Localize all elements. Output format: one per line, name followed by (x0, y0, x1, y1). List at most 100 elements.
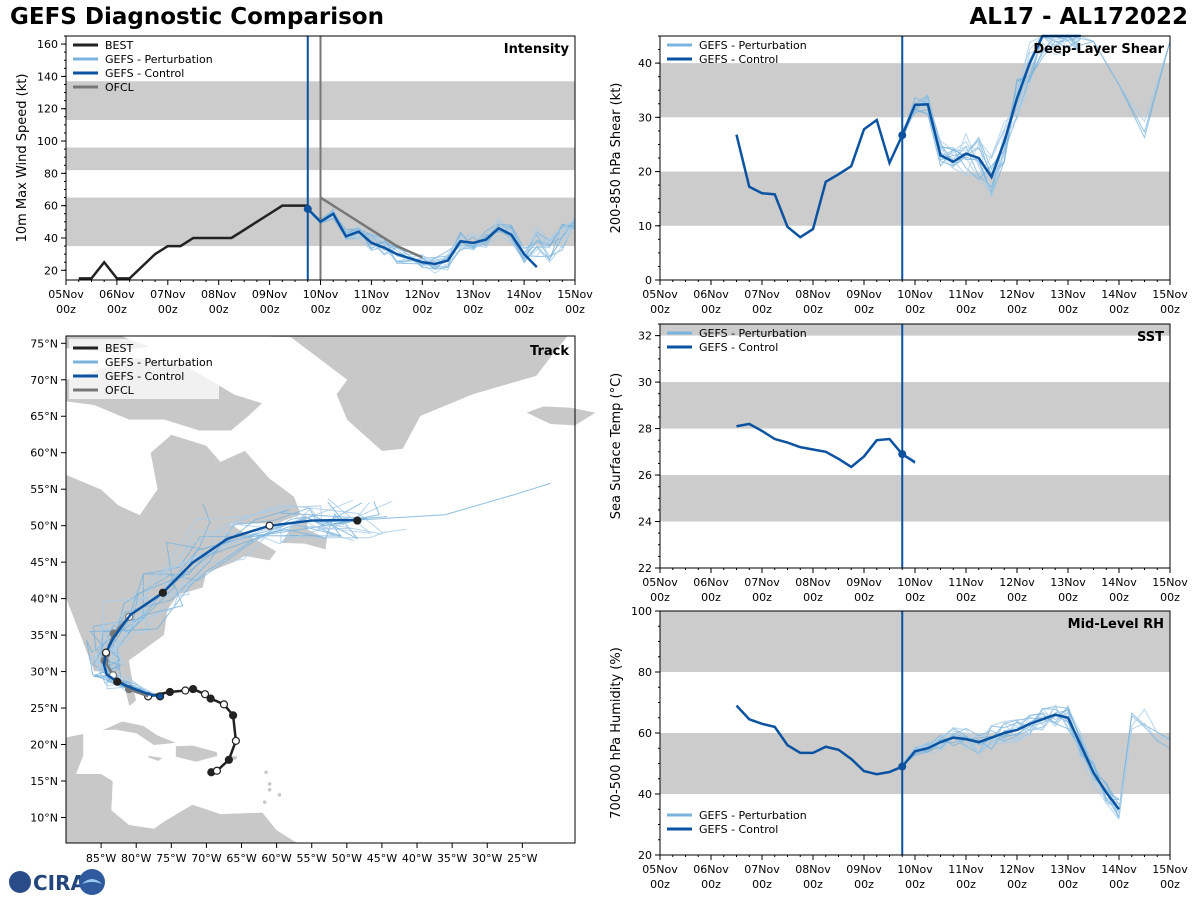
intensity-legend-entry: GEFS - Perturbation (105, 53, 213, 66)
track-point (206, 694, 215, 703)
sst-title: SST (1137, 330, 1164, 345)
sst-xtick-label: 12Nov (999, 576, 1035, 589)
land-island (264, 770, 268, 775)
intensity-xtick-label: 00z (311, 303, 331, 316)
track-legend-entry: BEST (105, 342, 133, 355)
track-point (231, 736, 241, 745)
sst-frame (659, 323, 1171, 569)
intensity-xtick-label: 00z (158, 303, 178, 316)
shear-init-point (898, 131, 907, 140)
intensity-title: Intensity (504, 42, 570, 57)
sst-ytick-label: 26 (638, 469, 652, 482)
sst-xtick-label: 11Nov (948, 576, 984, 589)
intensity-xtick-label: 00z (260, 303, 280, 316)
track-point (353, 516, 362, 525)
intensity-panel: 20 40 60 80 100 120 140 160 05Nov 00z 06Nov 00z 07No… (15, 35, 593, 316)
rh-xtick-label: 00z (803, 878, 823, 891)
track-point (113, 677, 122, 686)
intensity-perturbation-line (307, 207, 576, 271)
sst-legend-entry: GEFS - Perturbation (699, 327, 807, 340)
sst-xtick-label: 00z (1058, 591, 1078, 604)
track-ytick-label: 75°N (30, 337, 58, 350)
track-ytick-label: 40°N (30, 593, 58, 606)
sst-series-gefs-control (736, 422, 916, 469)
land-island (277, 793, 282, 797)
rh-xtick-label: 00z (1109, 878, 1129, 891)
track-xtick-label: 35°W (437, 852, 467, 865)
track-point (188, 684, 198, 694)
sst-xtick-label: 05Nov (642, 576, 678, 589)
track-ytick-label: 65°N (30, 410, 58, 423)
cira-logo: CIRA (9, 869, 105, 895)
track-xtick-label: 40°W (402, 852, 432, 865)
sst-band (660, 324, 1170, 336)
shear-xtick-label: 00z (752, 303, 772, 316)
shear-ytick-label: 20 (638, 166, 652, 179)
shear-xtick-label: 15Nov (1152, 288, 1188, 301)
sst-ylabel: Sea Surface Temp (°C) (609, 373, 624, 520)
track-ytick-label: 25°N (30, 702, 58, 715)
shear-xtick-label: 00z (854, 303, 874, 316)
shear-perturbation-line (901, 35, 1082, 181)
intensity-xtick-label: 15Nov (557, 288, 593, 301)
land-island (267, 787, 272, 792)
shear-series-gefs-control (735, 34, 1081, 239)
shear-xtick-label: 00z (1109, 303, 1129, 316)
shear-xtick-label: 08Nov (795, 288, 831, 301)
track-series-gefs-control (102, 518, 358, 698)
rh-ytick-label: 100 (631, 605, 652, 618)
shear-xtick-label: 07Nov (744, 288, 780, 301)
track-point (212, 766, 222, 775)
intensity-xtick-label: 00z (56, 303, 76, 316)
intensity-xtick-label: 05Nov (48, 288, 84, 301)
intensity-xtick-label: 00z (514, 303, 534, 316)
intensity-xtick-label: 11Nov (354, 288, 390, 301)
sst-xtick-label: 00z (701, 591, 721, 604)
sst-xtick-label: 10Nov (897, 576, 933, 589)
track-legend-entry: OFCL (105, 384, 135, 397)
track-legend-entry: GEFS - Control (105, 370, 184, 383)
rh-xtick-label: 14Nov (1101, 863, 1137, 876)
rh-panel: 20 40 60 80 100 05Nov 00z 06Nov 00z 07Nov 00z 08Nov… (609, 605, 1188, 891)
shear-ytick-label: 40 (638, 57, 652, 70)
land-hispaniola (175, 744, 218, 763)
intensity-xtick-label: 09Nov (252, 288, 288, 301)
sst-ytick-label: 28 (638, 423, 652, 436)
rh-xtick-label: 05Nov (642, 863, 678, 876)
intensity-init-point (303, 204, 312, 213)
shear-xtick-label: 00z (905, 303, 925, 316)
page-title: GEFS Diagnostic Comparison (10, 4, 384, 30)
sst-legend-entry: GEFS - Control (699, 341, 778, 354)
track-perturbation-line (96, 499, 354, 697)
rh-title: Mid-Level RH (1068, 617, 1164, 632)
rh-xtick-label: 07Nov (744, 863, 780, 876)
rh-xtick-label: 09Nov (846, 863, 882, 876)
track-ytick-label: 35°N (30, 629, 58, 642)
track-point (155, 692, 165, 701)
intensity-xtick-label: 00z (107, 303, 127, 316)
sst-xtick-label: 00z (905, 591, 925, 604)
intensity-xtick-label: 00z (362, 303, 382, 316)
land-iceland (525, 405, 597, 427)
rh-xtick-label: 13Nov (1050, 863, 1086, 876)
intensity-xtick-label: 12Nov (405, 288, 441, 301)
logo-globe-icon (9, 871, 31, 893)
sst-xtick-label: 00z (956, 591, 976, 604)
sst-xtick-label: 14Nov (1101, 576, 1137, 589)
shear-xtick-label: 00z (1058, 303, 1078, 316)
shear-xtick-label: 00z (650, 303, 670, 316)
intensity-perturbation-line (307, 207, 576, 269)
rh-ytick-label: 40 (638, 788, 652, 801)
intensity-legend-entry: OFCL (105, 81, 135, 94)
rh-init-point (898, 762, 907, 771)
sst-ytick-label: 24 (638, 516, 652, 529)
track-xtick-label: 75°W (156, 852, 186, 865)
land-greenland (185, 335, 569, 452)
shear-legend-entry: GEFS - Perturbation (699, 39, 807, 52)
intensity-xtick-label: 08Nov (201, 288, 237, 301)
rh-xtick-label: 00z (701, 878, 721, 891)
land-island (262, 800, 267, 804)
shear-ytick-label: 30 (638, 111, 652, 124)
shear-xtick-label: 05Nov (642, 288, 678, 301)
